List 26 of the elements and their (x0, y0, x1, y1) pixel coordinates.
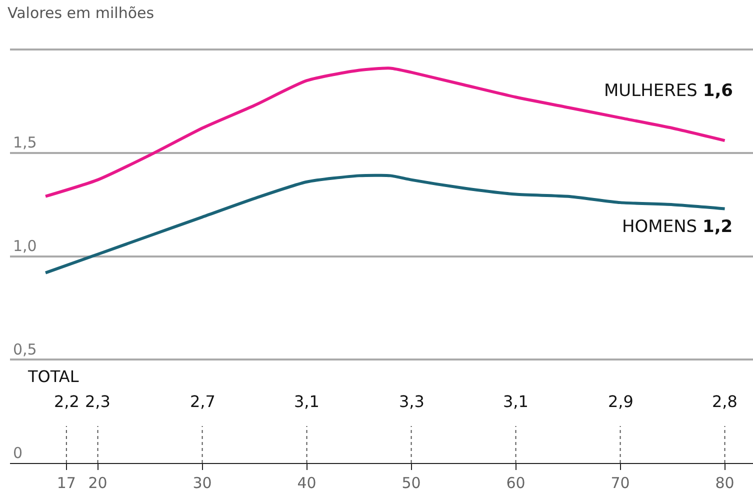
annotation: 3,1 (503, 392, 528, 411)
x-tick-label: 60 (506, 474, 526, 491)
x-tick-label: 20 (88, 474, 108, 491)
annotation: TOTAL (27, 367, 79, 386)
series-label: HOMENS (622, 217, 698, 237)
x-tick-label: 70 (610, 474, 630, 491)
y-tick-label: 1,0 (13, 237, 37, 256)
x-tick-label: 30 (192, 474, 212, 491)
data-label: 1,2 (702, 217, 733, 237)
annotation: 2,2 (54, 392, 80, 411)
annotation: 2,3 (85, 392, 110, 411)
data-label: 1,6 (702, 81, 733, 101)
annotation: 2,7 (190, 392, 216, 411)
x-tick-label: 17 (56, 474, 76, 491)
x-tick-label: 50 (402, 474, 421, 491)
y-tick-label: 1,5 (13, 134, 37, 152)
series-label: MULHERES (604, 81, 698, 101)
y-tick-label: 0,5 (13, 340, 37, 358)
x-tick-label: 80 (715, 474, 734, 491)
annotation: 2,8 (712, 392, 738, 411)
annotation: 3,3 (399, 392, 424, 411)
annotation: 3,1 (294, 392, 320, 411)
annotation: 2,9 (608, 392, 634, 411)
chart-title: Valores em milhões (8, 4, 154, 22)
y-tick-label: 0 (13, 444, 23, 462)
x-tick-label: 40 (297, 474, 316, 491)
